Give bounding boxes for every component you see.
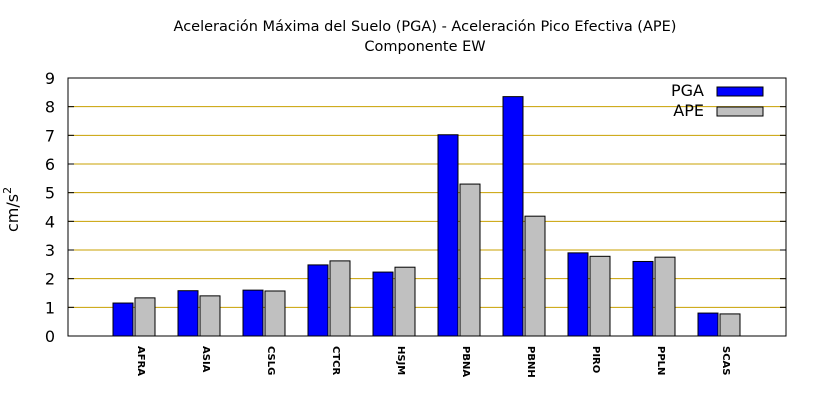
y-tick-label: 5: [45, 184, 55, 203]
y-tick-label: 3: [45, 241, 55, 260]
chart-title: Aceleración Máxima del Suelo (PGA) - Ace…: [174, 19, 677, 35]
x-category-label: HSJM: [395, 346, 406, 375]
bar-pga-scas: [697, 312, 719, 337]
bar-ape-ppln: [654, 256, 676, 337]
bar-pga-pbna: [437, 134, 459, 337]
y-tick-label: 2: [45, 270, 55, 289]
x-category-label: SCAS: [720, 346, 731, 375]
bar-pga-asia: [177, 290, 199, 337]
legend-swatch-pga: [716, 86, 764, 97]
y-tick-label: 9: [45, 69, 55, 88]
bar-pga-piro: [567, 252, 589, 337]
y-tick-label: 4: [45, 212, 55, 231]
y-axis-label-superscript: 2: [1, 187, 14, 194]
y-axis-label: cm/s2: [1, 187, 22, 232]
bar-ape-asia: [199, 295, 221, 337]
legend-label-ape: APE: [673, 101, 704, 120]
y-axis-label-text: cm/s: [3, 194, 22, 232]
chart-subtitle: Componente EW: [364, 39, 485, 55]
bars: [112, 96, 741, 337]
bar-pga-ppln: [632, 260, 654, 337]
bar-pga-hsjm: [372, 271, 394, 337]
bar-pga-cslg: [242, 289, 264, 337]
bar-pga-pbnh: [502, 96, 524, 337]
x-category-label: PBNH: [525, 346, 536, 378]
x-category-label: CTCR: [330, 346, 341, 375]
gridlines: [68, 106, 786, 308]
legend-swatch-ape: [716, 106, 764, 117]
bar-ape-cslg: [264, 290, 286, 337]
y-tick-label: 8: [45, 98, 55, 117]
bar-pga-ctcr: [307, 264, 329, 337]
bar-ape-scas: [719, 313, 741, 337]
x-category-label: AFRA: [135, 346, 146, 376]
legend-label-pga: PGA: [671, 81, 704, 100]
x-category-label: PPLN: [655, 346, 666, 375]
bar-ape-pbna: [459, 183, 481, 337]
plot-frame: [67, 77, 787, 337]
bar-ape-hsjm: [394, 266, 416, 337]
x-category-label: PIRO: [590, 346, 601, 373]
bar-ape-piro: [589, 255, 611, 337]
y-tick-label: 1: [45, 298, 55, 317]
y-tick-label: 7: [45, 126, 55, 145]
svg-text:cm/s2: cm/s2: [1, 187, 22, 232]
bar-ape-ctcr: [329, 260, 351, 337]
bar-ape-pbnh: [524, 215, 546, 337]
x-category-label: CSLG: [265, 346, 276, 375]
bar-pga-afra: [112, 302, 134, 337]
x-axis-categories: AFRA ASIA CSLG CTCR HSJM PBNA PBNH PIRO PPLN SCAS: [135, 346, 731, 378]
x-category-label: ASIA: [200, 346, 211, 373]
y-tick-label: 0: [45, 327, 55, 346]
y-tick-label: 6: [45, 155, 55, 174]
x-category-label: PBNA: [460, 346, 471, 377]
y-axis-ticks: 0 1 2 3 4 5 6 7 8 9: [45, 69, 786, 346]
bar-ape-afra: [134, 297, 156, 337]
